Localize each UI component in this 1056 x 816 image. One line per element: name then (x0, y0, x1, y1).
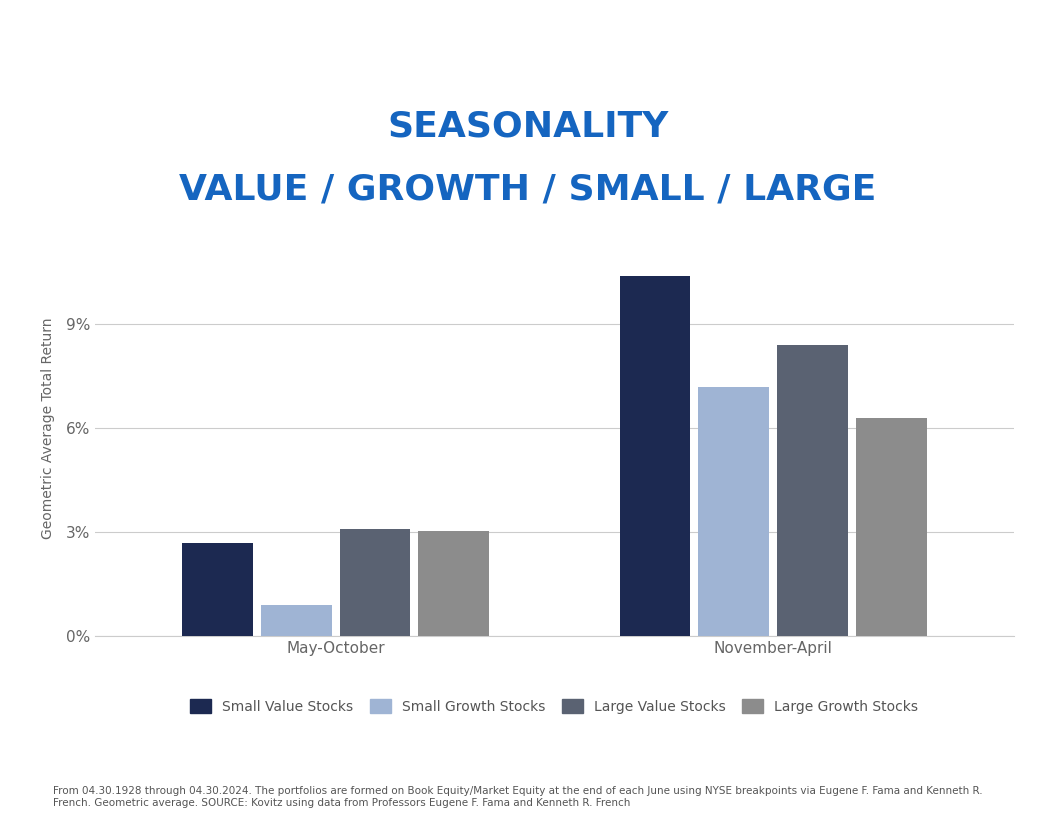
Bar (261, 605, 332, 636)
Text: SEASONALITY: SEASONALITY (388, 109, 668, 144)
Bar (777, 345, 848, 636)
Text: «: « (994, 30, 1019, 68)
Text: THE PRUDENT SPECULATOR: THE PRUDENT SPECULATOR (42, 39, 388, 59)
Bar (182, 543, 253, 636)
Text: From 04.30.1928 through 04.30.2024. The portfolios are formed on Book Equity/Mar: From 04.30.1928 through 04.30.2024. The … (53, 787, 982, 808)
Bar (418, 530, 489, 636)
Legend: Small Value Stocks, Small Growth Stocks, Large Value Stocks, Large Growth Stocks: Small Value Stocks, Small Growth Stocks,… (185, 694, 924, 719)
Bar (698, 387, 769, 636)
Bar (855, 418, 927, 636)
Bar (340, 529, 411, 636)
Y-axis label: Geometric Average Total Return: Geometric Average Total Return (41, 317, 55, 539)
Bar (620, 276, 691, 636)
Text: VALUE / GROWTH / SMALL / LARGE: VALUE / GROWTH / SMALL / LARGE (180, 172, 876, 206)
